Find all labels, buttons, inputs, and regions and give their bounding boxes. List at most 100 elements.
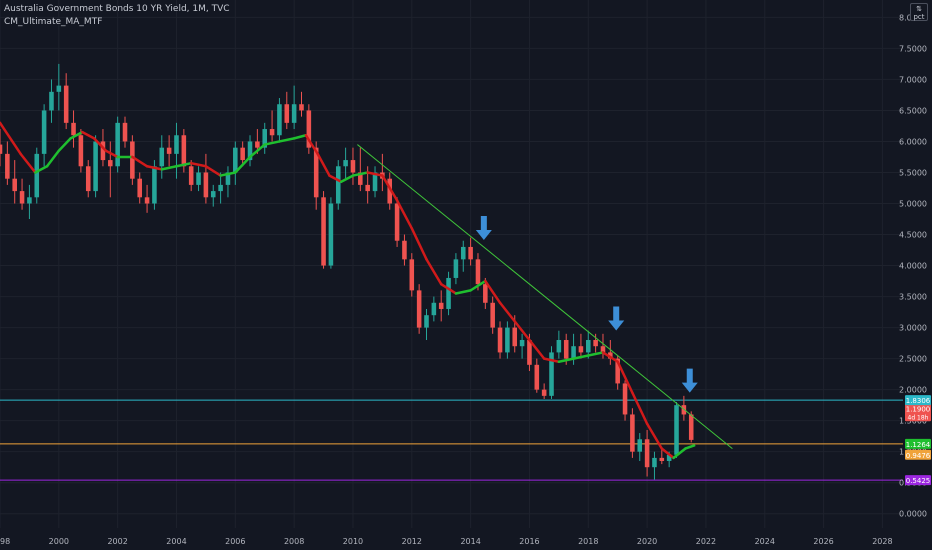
x-tick-label: 2012 <box>402 537 422 546</box>
down-arrow-icon[interactable] <box>608 306 625 331</box>
candle-body <box>85 166 91 192</box>
trendline[interactable] <box>357 144 733 449</box>
moving-average-segment <box>69 130 84 140</box>
candle-body <box>608 352 613 359</box>
moving-average-segment <box>45 149 61 168</box>
candle-body <box>218 184 223 192</box>
moving-average-segment <box>542 357 561 363</box>
down-arrow-icon[interactable] <box>475 215 492 240</box>
candle-body <box>277 104 282 136</box>
candle-body <box>247 141 253 161</box>
candle-body <box>372 172 378 192</box>
candle-body <box>637 439 643 452</box>
candle-body <box>100 141 106 161</box>
candle-body <box>343 160 348 167</box>
x-tick-label: 1998 <box>0 537 10 546</box>
candle-body <box>468 246 473 260</box>
candle-body <box>144 197 150 204</box>
candle-body <box>321 197 326 266</box>
candle-body <box>387 178 393 204</box>
moving-average-segment <box>278 137 296 143</box>
candle-body <box>71 122 76 136</box>
candle-body <box>416 290 422 328</box>
candle-body <box>240 147 245 161</box>
moving-average-segment <box>395 199 414 230</box>
moving-average-segment <box>160 165 178 171</box>
y-tick-label: 4.0000 <box>899 262 927 271</box>
x-tick-label: 2020 <box>637 537 657 546</box>
moving-average-segment <box>672 447 687 460</box>
moving-average-segment <box>572 354 590 360</box>
moving-average-segment <box>0 121 22 156</box>
candle-body <box>41 110 47 154</box>
y-tick-label: 6.5000 <box>899 106 927 115</box>
moving-average-segment <box>304 134 319 156</box>
price-tag-label: 1.1900 <box>906 405 931 413</box>
price-tag-label: 0.9476 <box>906 452 931 460</box>
y-tick-label: 2.0000 <box>899 386 927 395</box>
candle-body <box>174 135 179 154</box>
x-tick-label: 2002 <box>107 537 127 546</box>
moving-average-segment <box>175 161 193 168</box>
candle-body <box>659 457 665 461</box>
candle-body <box>122 122 128 142</box>
candle-body <box>688 414 694 440</box>
x-tick-label: 2010 <box>343 537 363 546</box>
candle-body <box>431 302 437 316</box>
moving-average-segment <box>234 155 252 174</box>
candle-body <box>291 104 297 123</box>
moving-average-segment <box>439 282 458 295</box>
candle-body <box>600 346 606 353</box>
candle-body <box>335 166 341 204</box>
indicator-label[interactable]: CM_Ultimate_MA_MTF <box>4 17 103 27</box>
x-tick-label: 2006 <box>225 537 245 546</box>
candle-body <box>571 346 576 359</box>
y-tick-label: 5.5000 <box>899 168 927 177</box>
candle-body <box>578 346 584 353</box>
x-tick-label: 2000 <box>49 537 69 546</box>
y-tick-label: 5.0000 <box>899 200 927 209</box>
candle-body <box>49 91 54 111</box>
moving-average-segment <box>219 171 237 177</box>
candle-body <box>409 259 415 291</box>
candle-body <box>233 147 238 173</box>
down-arrow-icon[interactable] <box>681 368 698 393</box>
candle-body <box>438 302 444 309</box>
candle-body <box>593 340 598 347</box>
moving-average-segment <box>81 130 96 140</box>
moving-average-segment <box>248 143 266 159</box>
x-tick-label: 2024 <box>755 537 775 546</box>
candle-body <box>394 203 400 241</box>
swap-arrows-icon: ⇅ <box>916 5 922 13</box>
moving-average-segment <box>425 258 443 286</box>
candle-body <box>166 147 172 154</box>
candle-body <box>299 104 304 111</box>
moving-average-segment <box>557 357 575 363</box>
candle-body <box>255 141 260 148</box>
candle-body <box>63 85 69 123</box>
candle-body <box>534 364 540 390</box>
candle-body <box>585 340 591 353</box>
candle-body <box>622 383 628 415</box>
candle-body <box>188 166 194 185</box>
moving-average-segment <box>645 422 664 450</box>
moving-average-segment <box>484 279 502 305</box>
candle-body <box>262 129 268 148</box>
candle-body <box>497 327 503 353</box>
moving-average-segment <box>631 391 649 426</box>
x-tick-label: 2026 <box>813 537 833 546</box>
moving-average-segment <box>316 152 331 177</box>
candle-body <box>210 191 216 198</box>
candle-body <box>483 284 488 303</box>
price-scale-unit-button[interactable]: ⇅ pct <box>910 3 928 21</box>
moving-average-segment <box>292 134 308 140</box>
candle-body <box>475 259 481 285</box>
candle-body <box>556 340 562 353</box>
candle-body <box>181 135 187 167</box>
candle-body <box>644 439 650 468</box>
moving-average-segment <box>616 360 634 394</box>
moving-average-segment <box>328 174 343 184</box>
moving-average-segment <box>263 140 281 146</box>
moving-average-segment <box>34 165 49 174</box>
